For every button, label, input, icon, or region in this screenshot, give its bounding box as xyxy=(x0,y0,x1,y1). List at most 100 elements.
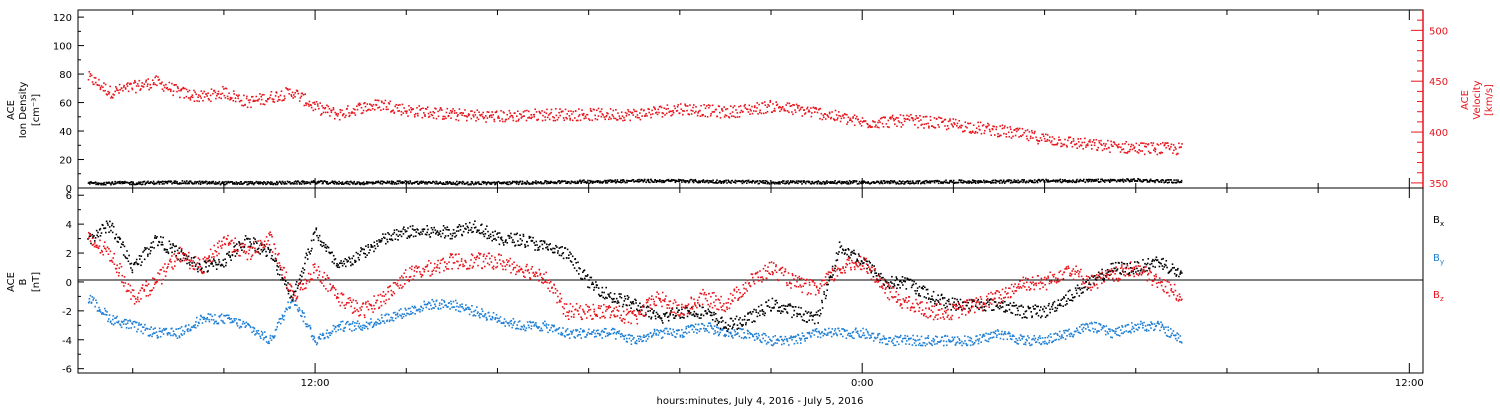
velocity-point xyxy=(1026,129,1029,131)
velocity-point xyxy=(250,106,252,109)
density-point xyxy=(510,183,512,185)
velocity-point xyxy=(412,108,414,110)
velocity-point xyxy=(175,84,177,86)
velocity-point xyxy=(382,108,385,110)
velocity-point xyxy=(314,103,316,105)
density-point xyxy=(1019,180,1021,183)
by-point xyxy=(724,335,727,338)
density-point xyxy=(707,182,710,184)
velocity-point xyxy=(380,100,383,103)
velocity-point xyxy=(902,124,904,126)
velocity-point xyxy=(510,114,512,117)
velocity-point xyxy=(684,104,687,106)
velocity-point xyxy=(991,128,994,131)
by-point xyxy=(719,331,721,334)
velocity-point xyxy=(906,114,908,117)
velocity-point xyxy=(995,128,997,131)
density-point xyxy=(1075,181,1077,184)
by-point xyxy=(228,317,230,319)
velocity-point xyxy=(855,117,857,120)
density-point xyxy=(1097,178,1099,181)
velocity-point xyxy=(226,95,229,98)
velocity-point xyxy=(380,109,382,111)
by-point xyxy=(459,304,461,306)
by-point xyxy=(875,337,877,340)
density-point xyxy=(317,180,320,183)
by-point xyxy=(322,332,324,335)
velocity-point xyxy=(148,88,150,91)
by-point xyxy=(461,303,463,305)
velocity-point xyxy=(795,103,798,106)
by-point xyxy=(765,343,768,345)
velocity-point xyxy=(677,104,679,106)
velocity-point xyxy=(195,93,197,96)
by-point xyxy=(640,338,642,341)
by-point xyxy=(544,320,546,323)
by-point xyxy=(370,321,373,324)
by-point xyxy=(751,333,754,336)
velocity-point xyxy=(861,117,864,119)
bx-point xyxy=(347,260,349,262)
density-point xyxy=(121,182,124,185)
bx-point xyxy=(243,245,246,248)
by-point xyxy=(912,334,914,337)
by-point xyxy=(753,339,756,341)
velocity-point xyxy=(317,105,319,107)
density-point xyxy=(474,181,477,183)
by-point xyxy=(924,344,927,347)
velocity-point xyxy=(243,94,245,97)
density-point xyxy=(297,180,299,182)
density-point xyxy=(891,180,894,182)
velocity-point xyxy=(636,116,639,119)
by-point xyxy=(178,335,181,337)
by-point xyxy=(1037,336,1040,339)
velocity-point xyxy=(814,107,816,110)
density-point xyxy=(554,181,556,183)
by-point xyxy=(377,322,380,325)
by-point xyxy=(662,330,664,333)
by-point xyxy=(647,333,650,336)
bx-point xyxy=(131,269,134,271)
velocity-point xyxy=(914,124,916,126)
density-point xyxy=(1000,179,1003,182)
by-point xyxy=(975,339,977,342)
density-point xyxy=(925,179,928,182)
by-point xyxy=(566,328,569,330)
by-point xyxy=(628,333,630,336)
density-point xyxy=(712,179,714,182)
by-point xyxy=(479,316,481,319)
density-point xyxy=(455,183,457,186)
density-point xyxy=(1166,179,1168,181)
by-point xyxy=(1077,331,1080,334)
velocity-point xyxy=(849,119,851,122)
density-point xyxy=(1036,181,1039,184)
velocity-point xyxy=(356,105,358,107)
velocity-point xyxy=(1005,136,1008,138)
velocity-point xyxy=(381,101,383,104)
bx-point xyxy=(327,246,330,249)
velocity-point xyxy=(530,117,532,120)
velocity-point xyxy=(1005,133,1007,135)
by-point xyxy=(114,317,116,319)
velocity-point xyxy=(1170,146,1172,148)
velocity-point xyxy=(758,103,760,106)
velocity-point xyxy=(739,105,742,107)
density-point xyxy=(338,180,340,183)
by-point xyxy=(1026,339,1028,342)
bx-point xyxy=(116,240,119,243)
density-point xyxy=(332,182,335,184)
velocity-point xyxy=(981,124,984,127)
velocity-point xyxy=(665,112,668,115)
density-point xyxy=(853,180,856,182)
density-point xyxy=(126,181,129,184)
by-point xyxy=(664,327,666,330)
by-point xyxy=(526,321,529,323)
density-point xyxy=(454,182,457,184)
by-point xyxy=(104,310,107,312)
density-point xyxy=(589,179,591,182)
velocity-point xyxy=(1058,139,1060,141)
by-point xyxy=(292,300,295,302)
bx-point xyxy=(168,240,171,243)
by-point xyxy=(1011,338,1013,341)
